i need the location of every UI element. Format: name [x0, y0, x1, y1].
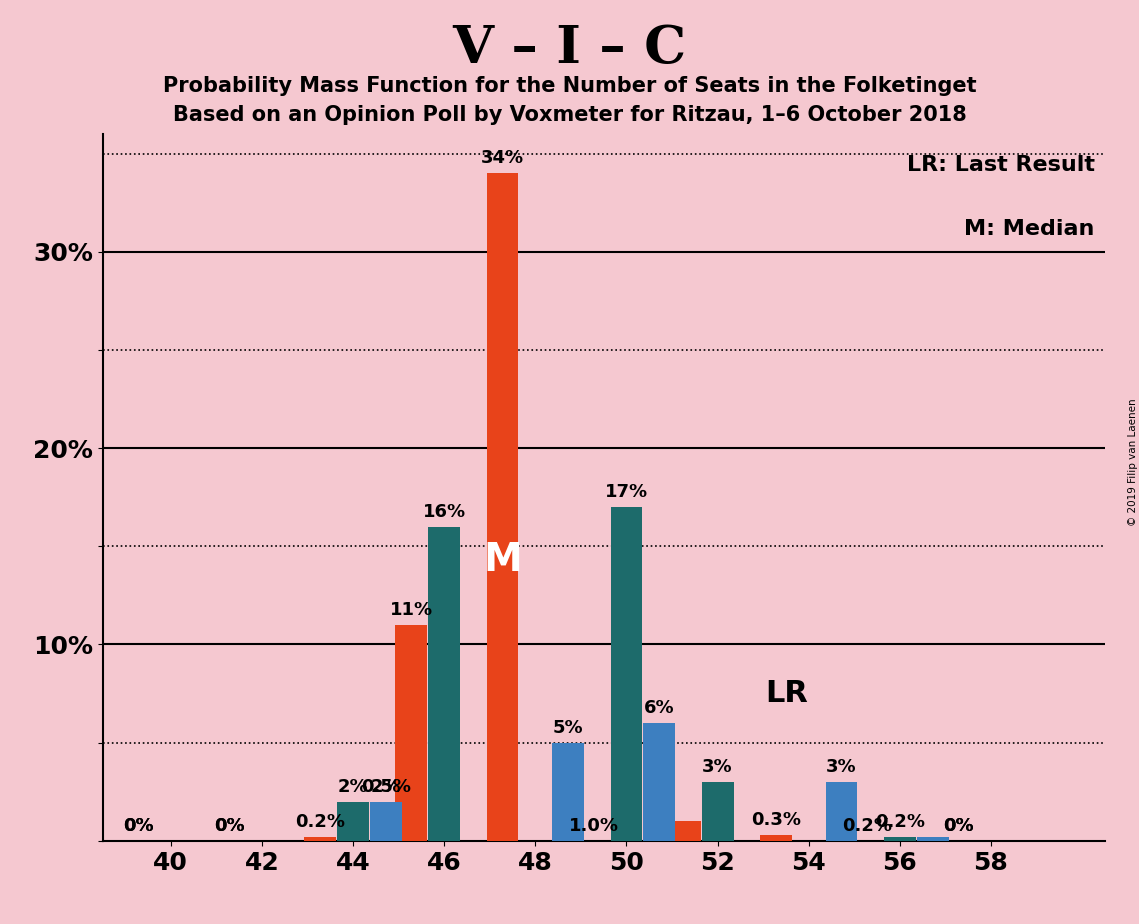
- Bar: [611, 507, 642, 841]
- Text: LR: Last Result: LR: Last Result: [907, 155, 1095, 176]
- Text: 17%: 17%: [605, 483, 648, 501]
- Text: 16%: 16%: [423, 503, 466, 521]
- Text: 0.3%: 0.3%: [751, 811, 801, 829]
- Text: 0.2%: 0.2%: [295, 813, 345, 831]
- Text: 0%: 0%: [214, 817, 245, 835]
- Bar: [644, 723, 675, 841]
- Text: M: M: [483, 541, 522, 579]
- Bar: [395, 625, 427, 841]
- Bar: [702, 782, 734, 841]
- Text: 3%: 3%: [703, 758, 732, 776]
- Bar: [884, 837, 916, 841]
- Bar: [486, 174, 518, 841]
- Text: © 2019 Filip van Laenen: © 2019 Filip van Laenen: [1129, 398, 1138, 526]
- Bar: [552, 743, 584, 841]
- Text: 0.2%: 0.2%: [875, 813, 925, 831]
- Text: 1.0%: 1.0%: [568, 817, 618, 835]
- Bar: [370, 802, 402, 841]
- Bar: [669, 821, 700, 841]
- Text: LR: LR: [765, 679, 809, 708]
- Bar: [826, 782, 858, 841]
- Text: 11%: 11%: [390, 601, 433, 619]
- Text: 0%: 0%: [943, 817, 974, 835]
- Bar: [337, 802, 369, 841]
- Text: 3%: 3%: [826, 758, 857, 776]
- Text: V – I – C: V – I – C: [452, 23, 687, 74]
- Text: 0%: 0%: [943, 817, 974, 835]
- Text: 0%: 0%: [214, 817, 245, 835]
- Text: 2%: 2%: [338, 778, 368, 796]
- Text: 0.2%: 0.2%: [842, 817, 892, 835]
- Text: Probability Mass Function for the Number of Seats in the Folketinget: Probability Mass Function for the Number…: [163, 76, 976, 96]
- Text: 34%: 34%: [481, 150, 524, 167]
- Text: 5%: 5%: [552, 719, 583, 736]
- Bar: [917, 837, 949, 841]
- Text: M: Median: M: Median: [965, 219, 1095, 238]
- Text: Based on an Opinion Poll by Voxmeter for Ritzau, 1–6 October 2018: Based on an Opinion Poll by Voxmeter for…: [173, 105, 966, 126]
- Bar: [760, 835, 792, 841]
- Bar: [428, 527, 460, 841]
- Text: 0%: 0%: [123, 817, 154, 835]
- Text: 0.5%: 0.5%: [361, 778, 411, 796]
- Bar: [304, 837, 336, 841]
- Text: 0%: 0%: [123, 817, 154, 835]
- Text: 6%: 6%: [644, 699, 674, 717]
- Text: 2%: 2%: [370, 778, 401, 796]
